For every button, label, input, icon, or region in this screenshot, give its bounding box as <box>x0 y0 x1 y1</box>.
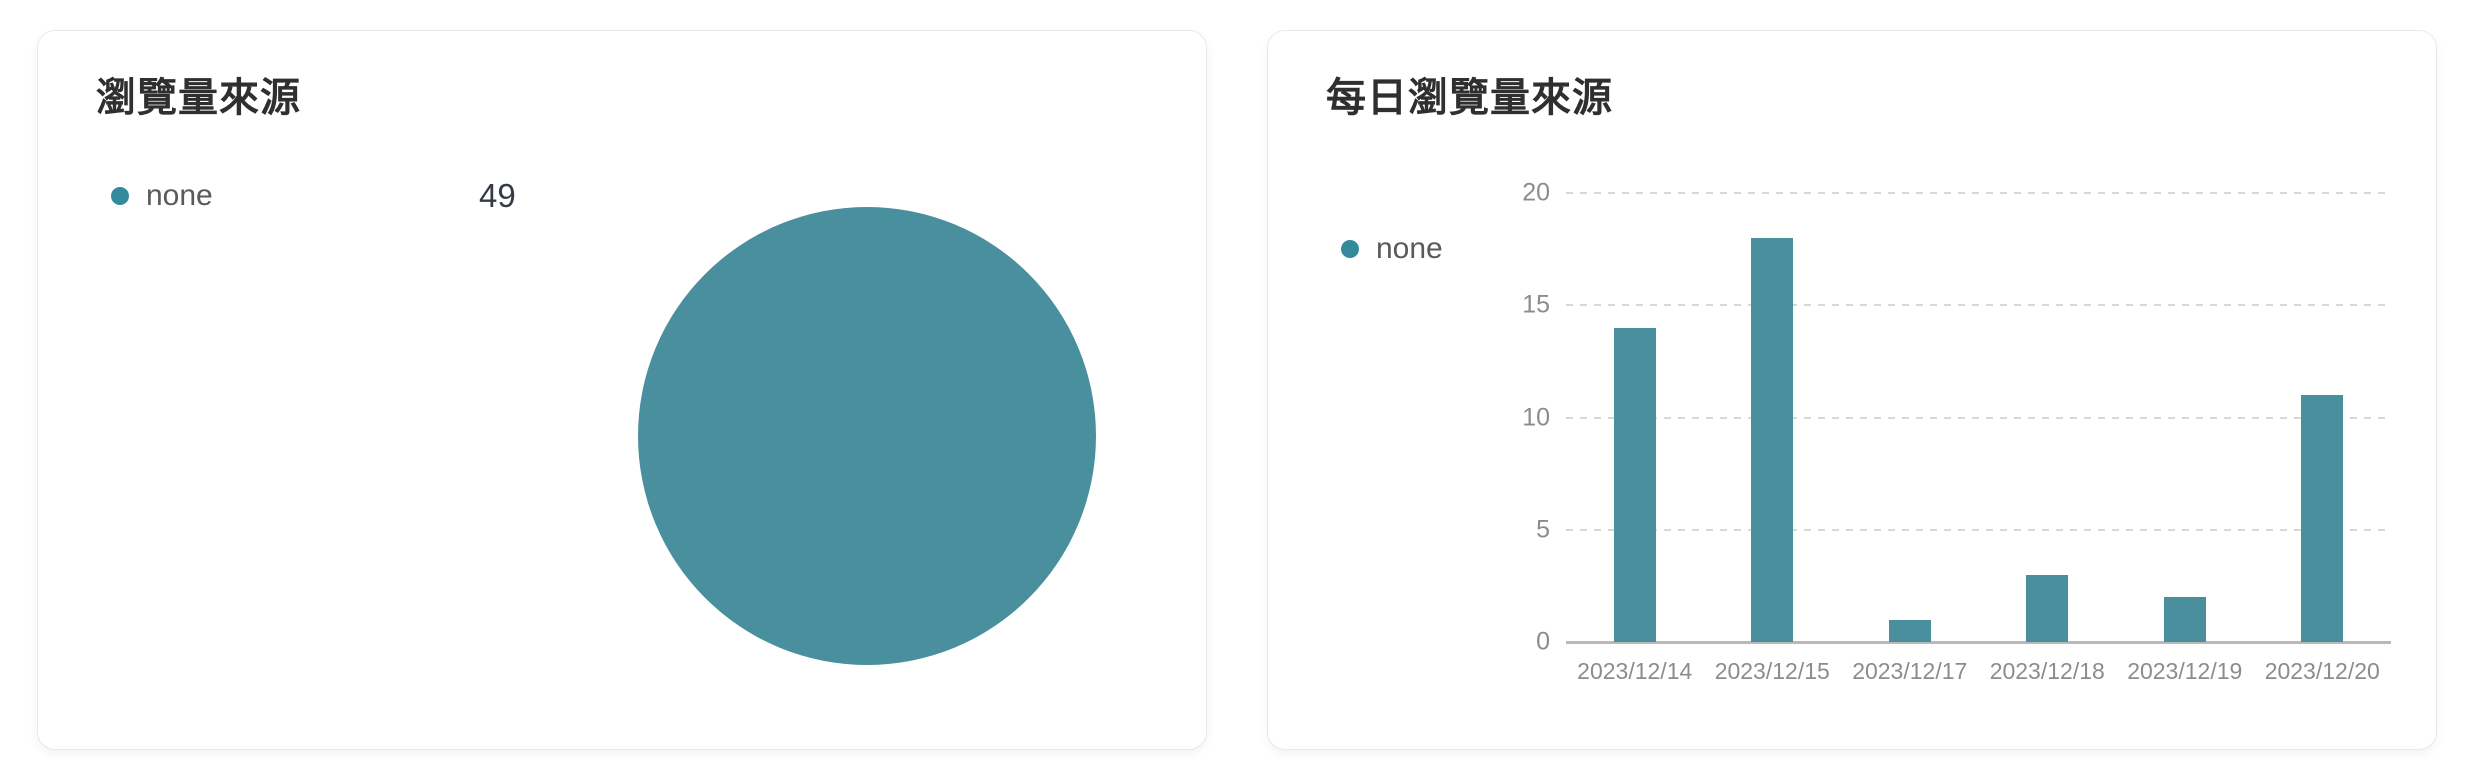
x-tick-label: 2023/12/18 <box>1989 658 2105 684</box>
pie-chart[interactable] <box>638 207 1096 665</box>
bar[interactable] <box>2026 574 2069 642</box>
pie-card-title: 瀏覽量來源 <box>96 76 301 120</box>
bar-legend-label: none <box>1376 232 1443 265</box>
x-tick-label: 2023/12/20 <box>2264 658 2380 684</box>
bar-plot[interactable]: 0 5 10 15 20 2023/12/14 2023/12/15 2023/12/17 20… <box>1522 180 2391 684</box>
bar[interactable] <box>1613 327 1656 642</box>
daily-pageview-source-card: 每日瀏覽量來源 none 0 5 10 15 20 2023/12/14 2023/12/1… <box>1267 30 2437 750</box>
bar[interactable] <box>1751 237 1794 642</box>
gridline <box>1566 416 2391 419</box>
x-tick-label: 2023/12/14 <box>1577 658 1693 684</box>
pageview-source-card: 瀏覽量來源 none 49 <box>37 30 1207 750</box>
x-axis-line <box>1566 641 2391 644</box>
bar-legend-item[interactable]: none <box>1341 231 1443 267</box>
x-tick-label: 2023/12/15 <box>1714 658 1830 684</box>
gridline <box>1566 528 2391 531</box>
x-tick-label: 2023/12/17 <box>1852 658 1968 684</box>
bar-card-title: 每日瀏覽量來源 <box>1326 76 1613 120</box>
bar[interactable] <box>2163 597 2206 642</box>
bar[interactable] <box>1888 619 1931 642</box>
bar[interactable] <box>2301 395 2344 642</box>
legend-dot-icon <box>111 187 129 205</box>
y-tick-label: 20 <box>1522 178 1550 207</box>
y-tick-label: 10 <box>1522 403 1550 431</box>
pie-legend-label: none <box>146 179 213 212</box>
pie-legend-value: 49 <box>479 177 516 214</box>
y-tick-label: 5 <box>1536 515 1550 544</box>
y-tick-label: 15 <box>1522 290 1550 319</box>
x-tick-label: 2023/12/19 <box>2127 658 2243 684</box>
gridline <box>1566 304 2391 307</box>
y-tick-label: 0 <box>1536 627 1550 656</box>
gridline <box>1566 192 2391 194</box>
pie-legend-item[interactable]: none 49 <box>111 177 516 214</box>
legend-dot-icon <box>1341 240 1359 258</box>
